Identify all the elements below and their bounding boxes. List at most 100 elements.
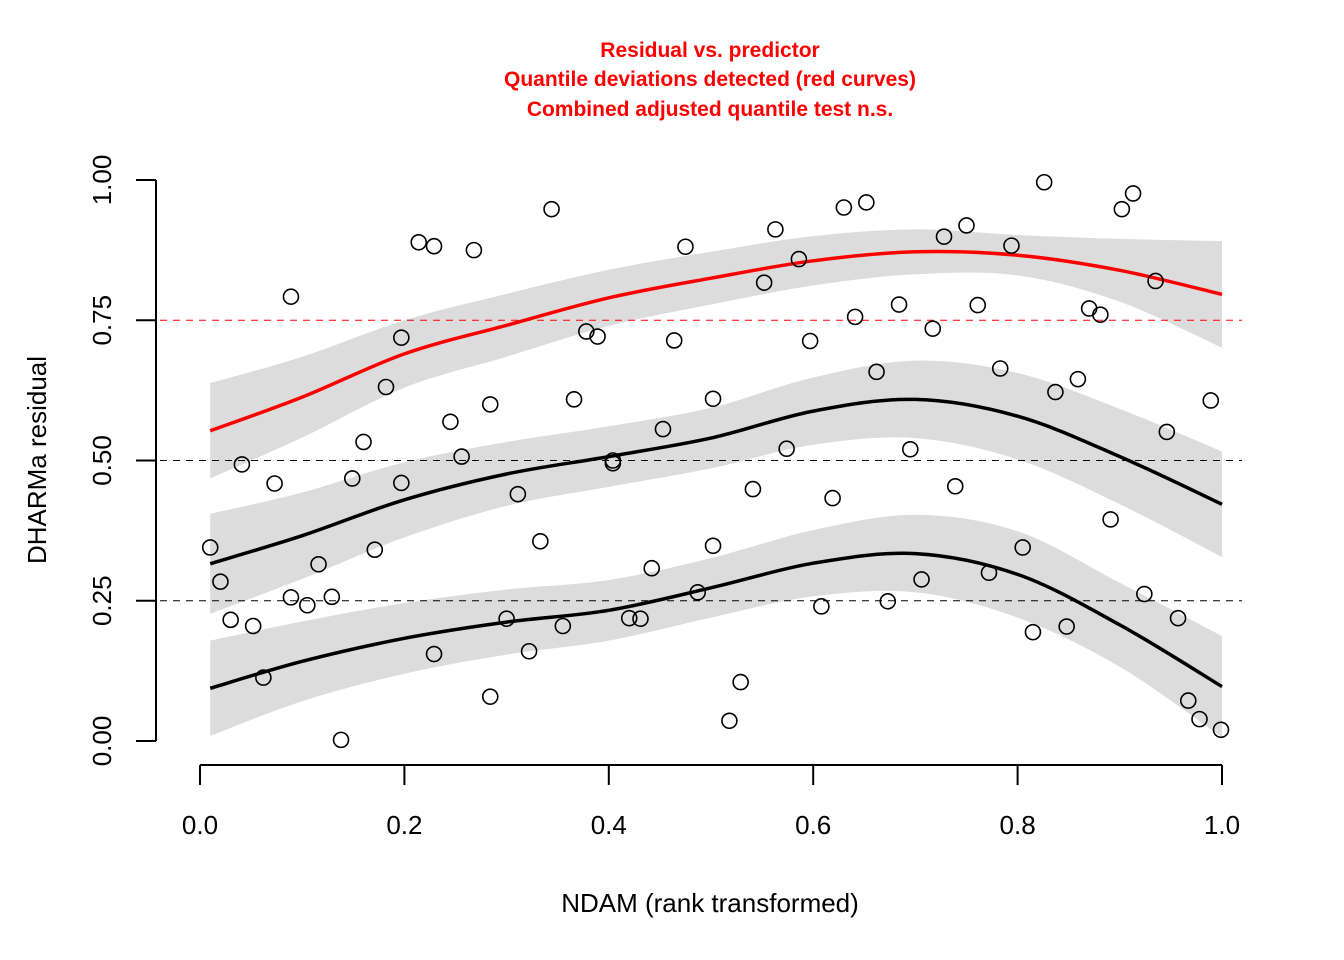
y-tick-label: 1.00: [87, 155, 117, 206]
data-point: [589, 328, 606, 345]
data-point: [1058, 618, 1075, 635]
data-point: [744, 480, 762, 498]
data-point: [935, 228, 953, 245]
data-point: [465, 241, 483, 259]
confidence-bands: [210, 229, 1222, 738]
x-tick-label: 1.0: [1204, 810, 1240, 840]
data-point: [704, 390, 722, 408]
data-point: [991, 360, 1009, 377]
data-point: [958, 217, 975, 234]
confidence-band-q0.5: [210, 360, 1222, 614]
data-point: [689, 584, 707, 601]
data-point: [835, 199, 853, 216]
data-point: [332, 731, 350, 749]
data-point: [732, 673, 749, 691]
data-point: [266, 475, 283, 492]
data-point: [233, 456, 251, 473]
data-point: [222, 611, 239, 629]
data-point: [425, 237, 443, 255]
x-tick-label: 0.0: [182, 810, 218, 840]
data-point: [1158, 423, 1176, 441]
quantile-curve-q0.75: [209, 249, 1223, 433]
title-line-2: Quantile deviations detected (red curves…: [504, 68, 916, 91]
data-point: [1179, 692, 1197, 709]
data-point: [1102, 511, 1119, 528]
data-point: [1080, 300, 1098, 317]
data-point: [980, 564, 998, 582]
data-point: [677, 238, 694, 256]
confidence-band-q0.75: [210, 229, 1222, 479]
data-point: [846, 308, 864, 326]
data-point: [509, 485, 527, 503]
data-point: [1191, 710, 1208, 728]
data-point: [704, 537, 722, 555]
quantile-curves: [209, 249, 1223, 690]
quantile-curve-q0.5: [209, 397, 1223, 566]
residual-points: [201, 173, 1230, 749]
data-point: [377, 378, 395, 396]
data-point: [255, 669, 272, 686]
data-point: [578, 323, 595, 340]
data-point: [244, 617, 262, 635]
y-tick-label: 0.25: [87, 575, 117, 626]
data-point: [1169, 609, 1187, 627]
data-point: [310, 555, 327, 573]
data-point: [425, 645, 443, 663]
x-tick-label: 0.6: [795, 810, 831, 840]
y-ticks: 0.00 0.25 0.50 0.75 1.00: [87, 155, 156, 766]
quantile-curve-q0.25: [209, 551, 1223, 690]
data-point: [1202, 392, 1220, 409]
data-point: [481, 396, 499, 413]
x-tick-label: 0.2: [386, 810, 422, 840]
reference-lines: [160, 319, 1242, 602]
data-point: [498, 610, 515, 628]
data-point: [604, 455, 622, 472]
data-point: [879, 593, 897, 610]
data-point: [924, 320, 942, 337]
data-point: [442, 413, 459, 431]
data-point: [201, 539, 219, 556]
data-point: [1124, 185, 1142, 202]
data-point: [520, 642, 538, 660]
title-line-3: Combined adjusted quantile test n.s.: [527, 98, 893, 121]
data-point: [393, 329, 410, 346]
data-point: [1092, 306, 1109, 323]
data-point: [969, 296, 987, 314]
data-point: [565, 391, 583, 408]
data-point: [901, 440, 919, 458]
data-point: [1147, 272, 1164, 290]
y-axis-label: DHARMa residual: [22, 356, 52, 564]
data-point: [801, 332, 819, 350]
data-point: [393, 474, 410, 492]
data-point: [868, 363, 885, 381]
data-point: [946, 478, 964, 495]
data-point: [858, 194, 875, 211]
axes: 0.0 0.2 0.4 0.6 0.8 1.0 0.00 0.25 0.50 0.75 1.00: [87, 155, 1240, 840]
data-point: [665, 332, 683, 349]
data-point: [632, 610, 649, 628]
data-point: [767, 221, 784, 238]
data-point: [813, 598, 830, 615]
y-tick-label: 0.50: [87, 435, 117, 486]
data-point: [755, 274, 773, 291]
data-point: [323, 588, 341, 606]
data-point: [1024, 623, 1042, 641]
x-tick-label: 0.4: [591, 810, 627, 840]
data-point: [366, 541, 384, 558]
y-tick-label: 0.75: [87, 295, 117, 346]
data-point: [212, 573, 229, 590]
data-point: [343, 470, 361, 487]
data-point: [282, 288, 300, 305]
data-point: [481, 688, 499, 705]
data-point: [890, 296, 908, 313]
data-point: [1136, 585, 1153, 603]
confidence-band-q0.25: [210, 514, 1222, 738]
data-point: [543, 200, 560, 218]
data-point: [824, 489, 841, 507]
data-point: [721, 712, 738, 730]
x-ticks: 0.0 0.2 0.4 0.6 0.8 1.0: [182, 765, 1240, 840]
data-point: [778, 440, 795, 458]
data-point: [790, 250, 808, 268]
title-line-1: Residual vs. predictor: [600, 39, 819, 62]
